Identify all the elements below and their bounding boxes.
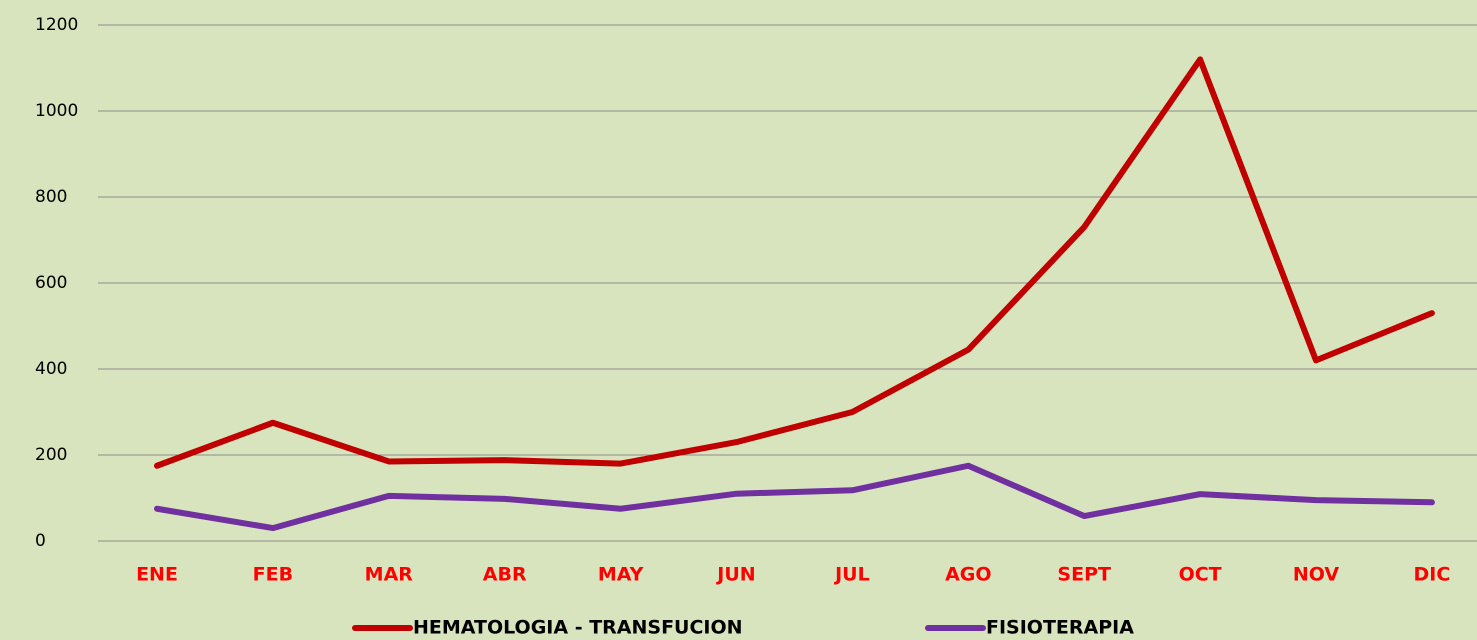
line-series bbox=[154, 56, 1435, 469]
x-tick-label: ENE bbox=[136, 564, 178, 586]
x-tick-label: MAY bbox=[598, 564, 644, 586]
y-tick-label: 200 bbox=[35, 445, 67, 465]
y-tick-label: 0 bbox=[35, 531, 46, 551]
legend-label: HEMATOLOGIA - TRANSFUCION bbox=[413, 617, 743, 639]
legend-label: FISIOTERAPIA bbox=[986, 617, 1134, 639]
x-tick-label: OCT bbox=[1179, 564, 1222, 586]
line-series bbox=[154, 462, 1435, 532]
y-tick-label: 600 bbox=[35, 273, 67, 293]
x-tick-label: AGO bbox=[945, 564, 991, 586]
y-tick-label: 800 bbox=[35, 187, 67, 207]
y-tick-label: 1200 bbox=[35, 15, 78, 35]
x-tick-label: SEPT bbox=[1057, 564, 1111, 586]
y-tick-label: 400 bbox=[35, 359, 67, 379]
x-tick-label: ABR bbox=[483, 564, 527, 586]
x-tick-label: JUL bbox=[833, 564, 870, 586]
x-tick-label: DIC bbox=[1414, 564, 1451, 586]
x-tick-label: JUN bbox=[715, 564, 755, 586]
x-tick-label: NOV bbox=[1293, 564, 1340, 586]
x-tick-label: MAR bbox=[365, 564, 414, 586]
y-tick-label: 1000 bbox=[35, 101, 78, 121]
x-tick-label: FEB bbox=[253, 564, 293, 586]
